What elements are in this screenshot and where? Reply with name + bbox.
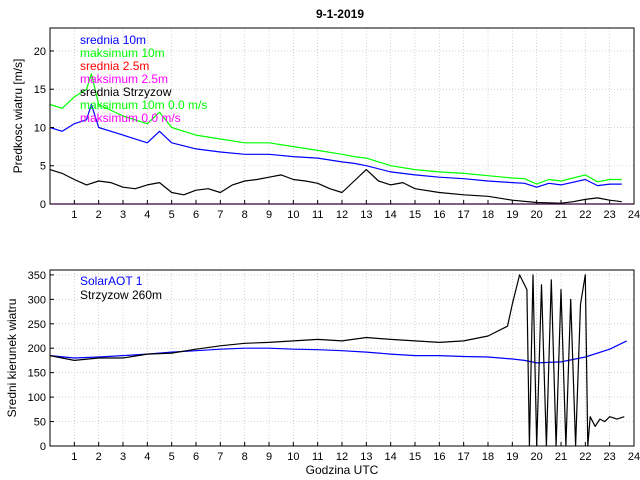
wind-speed-ticks: 1 2 3 4 5 6 7 8 9 10 11 12 13 14 15 16 17 18 19 20 21 22 23 240… [34, 46, 640, 221]
x-tick-label: 14 [385, 209, 397, 221]
x-tick-label: 23 [604, 451, 616, 463]
y-tick-label: 150 [28, 368, 46, 380]
y-tick-label: 50 [34, 417, 46, 429]
y-tick-label: 200 [28, 343, 46, 355]
x-tick-label: 12 [336, 209, 348, 221]
x-tick-label: 4 [144, 209, 150, 221]
x-tick-label: 6 [193, 209, 199, 221]
x-tick-label: 6 [193, 451, 199, 463]
x-tick-label: 13 [360, 451, 372, 463]
x-tick-label: 20 [531, 451, 543, 463]
y-tick-label: 100 [28, 392, 46, 404]
legend-entry: srednia 10m [80, 33, 146, 47]
x-tick-label: 17 [458, 451, 470, 463]
figure-title: 9-1-2019 [316, 7, 364, 21]
x-tick-label: 1 [71, 451, 77, 463]
wind-speed-chart: 1 2 3 4 5 6 7 8 9 10 11 12 13 14 15 16 17 18 19 20 21 22 23 240… [11, 27, 640, 221]
x-tick-label: 17 [458, 209, 470, 221]
x-tick-label: 14 [385, 451, 397, 463]
series-line-1 [49, 103, 622, 188]
x-tick-label: 18 [482, 451, 494, 463]
x-tick-label: 15 [409, 209, 421, 221]
x-tick-label: 16 [433, 451, 445, 463]
wind-direction-chart: 1 2 3 4 5 6 7 8 9 10 11 12 13 14 15 16 17 18 19 20 21 22 23 240… [5, 269, 640, 477]
x-tick-label: 23 [604, 209, 616, 221]
x-tick-label: 12 [336, 451, 348, 463]
x-tick-label: 21 [555, 451, 567, 463]
legend-entry: maksimum 0.0 m/s [80, 111, 181, 125]
x-tick-label: 13 [360, 209, 372, 221]
legend-entry: SolarAOT 1 [80, 274, 143, 288]
x-tick-label: 5 [169, 451, 175, 463]
series-line-1 [49, 274, 625, 447]
wind-speed-ylabel: Predkosc wiatru [m/s] [11, 59, 25, 174]
x-tick-label: 9 [266, 209, 272, 221]
x-tick-label: 9 [266, 451, 272, 463]
y-tick-label: 0 [40, 199, 46, 211]
y-tick-label: 0 [40, 441, 46, 453]
x-tick-label: 22 [579, 451, 591, 463]
x-tick-label: 8 [242, 451, 248, 463]
series-line-0 [49, 73, 622, 185]
wind-direction-ticks: 1 2 3 4 5 6 7 8 9 10 11 12 13 14 15 16 17 18 19 20 21 22 23 240… [28, 270, 640, 463]
x-tick-label: 10 [287, 451, 299, 463]
x-tick-label: 15 [409, 451, 421, 463]
y-tick-label: 15 [34, 84, 46, 96]
series-line-2 [49, 169, 622, 204]
legend-entry: Strzyzow 260m [80, 288, 162, 302]
y-tick-label: 5 [40, 161, 46, 173]
x-tick-label: 19 [506, 451, 518, 463]
legend-entry: maksimum 10m 0.0 m/s [80, 98, 207, 112]
x-tick-label: 2 [96, 451, 102, 463]
x-tick-label: 20 [531, 209, 543, 221]
legend-entry: maksimum 2.5m [80, 72, 168, 86]
x-tick-label: 10 [287, 209, 299, 221]
x-tick-label: 7 [217, 209, 223, 221]
x-tick-label: 11 [312, 451, 323, 463]
x-tick-label: 2 [96, 209, 102, 221]
y-tick-label: 10 [34, 122, 46, 134]
wind-direction-xlabel: Godzina UTC [306, 463, 379, 477]
x-tick-label: 1 [71, 209, 77, 221]
legend-entry: srednia Strzyzow [80, 85, 172, 99]
x-tick-label: 11 [312, 209, 323, 221]
wind-direction-ylabel: Sredni kierunek wiatru [5, 299, 19, 418]
y-tick-label: 250 [28, 319, 46, 331]
y-tick-label: 300 [28, 294, 46, 306]
x-tick-label: 5 [169, 209, 175, 221]
y-tick-label: 350 [28, 270, 46, 282]
x-tick-label: 3 [120, 451, 126, 463]
legend-entry: maksimum 10m [80, 46, 165, 60]
x-tick-label: 22 [579, 209, 591, 221]
legend-entry: srednia 2.5m [80, 59, 149, 73]
x-tick-label: 21 [555, 209, 567, 221]
x-tick-label: 24 [628, 209, 640, 221]
x-tick-label: 16 [433, 209, 445, 221]
x-tick-label: 24 [628, 451, 640, 463]
wind-direction-series [49, 274, 627, 447]
y-tick-label: 20 [34, 46, 46, 58]
x-tick-label: 3 [120, 209, 126, 221]
x-tick-label: 8 [242, 209, 248, 221]
x-tick-label: 7 [217, 451, 223, 463]
x-tick-label: 19 [506, 209, 518, 221]
x-tick-label: 4 [144, 451, 150, 463]
x-tick-label: 18 [482, 209, 494, 221]
